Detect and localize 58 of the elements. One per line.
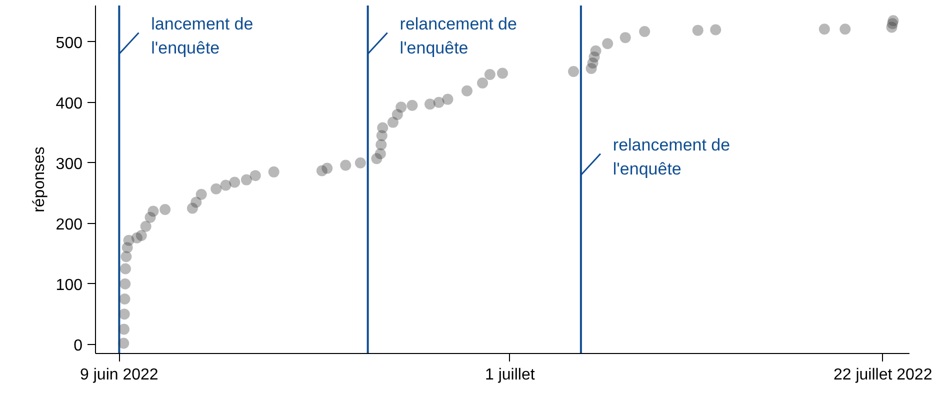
point [148, 206, 159, 217]
point [602, 38, 614, 50]
point [568, 66, 580, 77]
y-tick-label: 0 [74, 337, 83, 354]
point [340, 160, 352, 171]
point [229, 176, 240, 188]
point [118, 308, 130, 320]
point [692, 24, 704, 36]
point [136, 230, 147, 241]
point [118, 324, 130, 335]
point [484, 69, 496, 80]
point [120, 278, 131, 290]
x-tick-label: 1 juillet [485, 366, 536, 384]
point [119, 294, 130, 305]
point [497, 68, 508, 79]
y-tick-label: 200 [56, 216, 83, 234]
point [120, 263, 131, 274]
y-tick-label: 400 [56, 95, 83, 112]
point [140, 220, 152, 232]
point [250, 170, 261, 182]
ref-line-label: relancement de l'enquête [400, 14, 517, 58]
point [240, 174, 252, 186]
point [120, 251, 132, 262]
point [374, 148, 386, 160]
point [322, 162, 333, 174]
x-tick-label: 9 juin 2022 [80, 366, 158, 384]
point [160, 204, 171, 215]
point [590, 45, 602, 56]
point [118, 338, 130, 349]
point [461, 85, 472, 96]
point [196, 188, 207, 200]
point [710, 24, 722, 36]
point [840, 24, 851, 35]
point [442, 94, 454, 105]
y-tick-label: 300 [56, 156, 83, 173]
ref-line-label: relancement de l'enquête [612, 136, 730, 178]
point [396, 102, 407, 113]
point [818, 24, 830, 35]
point [424, 98, 436, 110]
point [888, 15, 899, 26]
x-tick-label: 22 juillet 2022 [833, 366, 932, 384]
ref-line-label: lancement de l'enquête [151, 14, 254, 58]
point [268, 166, 280, 178]
point [477, 77, 488, 88]
point [433, 96, 444, 108]
point [387, 116, 398, 128]
point [210, 183, 222, 194]
point [406, 100, 418, 111]
point [354, 157, 366, 168]
y-tick-label: 100 [56, 276, 83, 294]
y-tick-label: 500 [56, 34, 83, 52]
point [220, 180, 232, 191]
y-axis-title: réponses [30, 146, 48, 212]
point [376, 139, 387, 150]
point [639, 26, 650, 38]
point [620, 32, 631, 44]
point [190, 196, 202, 208]
point [377, 122, 388, 134]
